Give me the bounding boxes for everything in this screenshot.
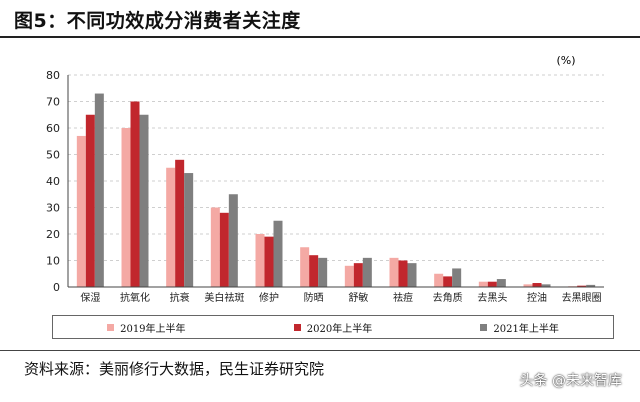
- x-tick-label: 抗氧化: [120, 291, 150, 304]
- y-tick-label: 60: [46, 122, 60, 135]
- bar: [389, 257, 399, 287]
- y-tick-label: 80: [46, 69, 60, 82]
- bar: [309, 255, 319, 287]
- bar: [184, 173, 194, 287]
- bar: [586, 284, 596, 287]
- x-tick-label: 抗衰: [170, 291, 190, 304]
- bars: [76, 93, 596, 287]
- bar: [452, 268, 462, 287]
- y-tick-label: 10: [46, 255, 60, 268]
- bar: [255, 234, 265, 287]
- x-axis: 保湿 抗氧化 抗衰 美白祛斑 修护 防晒 舒敏 祛痘 去角质 去黑头 控油 去黑眼圈: [68, 286, 604, 304]
- x-tick-label: 修护: [259, 291, 279, 304]
- x-tick-label: 去黑头: [477, 292, 507, 304]
- bar: [344, 265, 354, 287]
- title-divider: [0, 36, 640, 38]
- y-tick-label: 70: [46, 96, 60, 109]
- bar: [532, 283, 542, 287]
- legend-swatch: [480, 323, 488, 331]
- watermark: 头条 @未来智库: [519, 373, 622, 389]
- bar: [541, 284, 551, 287]
- bar: [496, 279, 506, 287]
- bar: [478, 281, 488, 287]
- x-tick-label: 舒敏: [348, 291, 368, 304]
- bar: [273, 220, 283, 287]
- bar: [434, 273, 444, 287]
- x-tick-label: 去黑眼圈: [562, 292, 602, 304]
- bar: [300, 247, 310, 287]
- bar: [210, 207, 220, 287]
- x-tick-label: 控油: [527, 291, 547, 304]
- source-note: 资料来源：美丽修行大数据，民生证券研究院: [24, 360, 325, 378]
- bar: [121, 128, 131, 287]
- x-tick-label: 防晒: [304, 291, 324, 304]
- y-tick-label: 50: [46, 149, 60, 162]
- chart-title: 图5：不同功效成分消费者关注度: [14, 10, 301, 32]
- y-tick-label: 40: [46, 175, 60, 188]
- bar: [94, 93, 104, 287]
- x-tick-label: 去角质: [433, 292, 463, 304]
- legend-item-2020: 2020年上半年: [293, 320, 373, 335]
- legend-item-2019: 2019年上半年: [107, 320, 186, 335]
- bar: [166, 167, 176, 287]
- bar: [487, 281, 497, 287]
- bar: [362, 257, 372, 287]
- bar: [228, 194, 238, 287]
- bar: [443, 276, 453, 287]
- bar: [318, 257, 328, 287]
- unit-label: (%): [556, 54, 575, 67]
- bar: [175, 159, 185, 287]
- y-tick-label: 30: [46, 202, 60, 215]
- x-tick-label: 保湿: [80, 291, 100, 304]
- grid-lines: [68, 74, 604, 261]
- bar: [85, 114, 95, 287]
- x-tick-label: 美白祛斑: [204, 291, 244, 304]
- bar: [398, 260, 408, 287]
- legend-label: 2021年上半年: [493, 323, 559, 335]
- x-tick-label: 祛痘: [393, 291, 413, 304]
- legend-swatch: [293, 323, 301, 331]
- legend-swatch: [107, 323, 115, 331]
- legend: 2019年上半年 2020年上半年 2021年上半年: [52, 315, 614, 339]
- bar: [523, 284, 533, 287]
- bar: [130, 101, 140, 287]
- source-divider: [0, 350, 640, 351]
- y-axis: 0 10 20 30 40 50 60 70 80: [46, 69, 69, 294]
- y-tick-label: 0: [53, 281, 60, 294]
- bar: [407, 263, 417, 287]
- bar: [139, 114, 149, 287]
- y-tick-label: 20: [46, 228, 60, 241]
- legend-label: 2019年上半年: [120, 323, 186, 335]
- legend-item-2021: 2021年上半年: [480, 320, 559, 335]
- bar-chart: 0 10 20 30 40 50 60 70 80 保湿 抗氧化 抗衰 美白祛斑 修护 防晒 舒敏 祛痘 去角质…: [46, 54, 604, 304]
- legend-label: 2020年上半年: [306, 323, 373, 335]
- bar: [76, 135, 86, 287]
- bar: [219, 212, 229, 287]
- bar: [264, 236, 274, 287]
- bar: [577, 285, 587, 287]
- bar: [353, 263, 363, 287]
